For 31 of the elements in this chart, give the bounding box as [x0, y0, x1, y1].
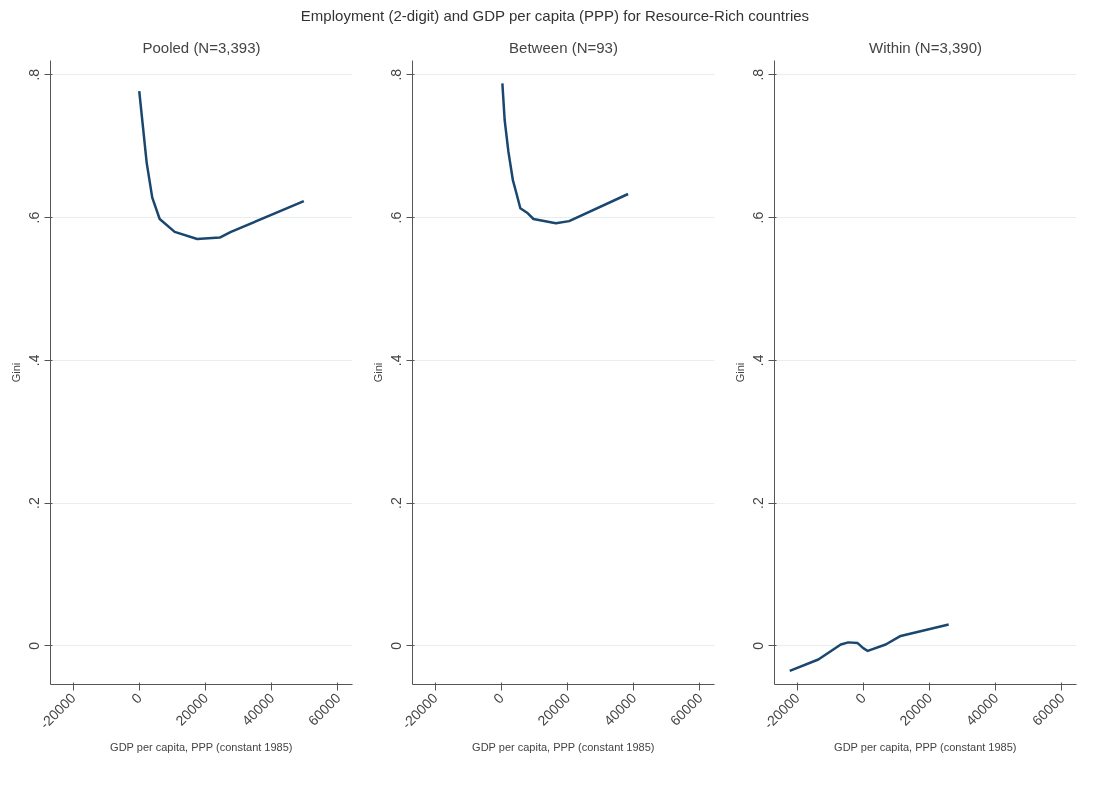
- chart-title: Within (N=3,390): [869, 38, 982, 56]
- x-axis-title: GDP per capita, PPP (constant 1985): [834, 741, 1017, 754]
- y-tick-label: .2: [388, 497, 405, 510]
- chart-title: Between (N=93): [509, 38, 618, 56]
- x-tick-label: 0: [490, 690, 508, 708]
- y-tick-label: .4: [388, 354, 405, 367]
- y-tick-label: .6: [750, 211, 767, 224]
- y-tick-label: .8: [26, 69, 43, 82]
- x-axis-title: GDP per capita, PPP (constant 1985): [472, 741, 655, 754]
- y-tick-label: 0: [388, 642, 405, 651]
- y-axis-title: Gini: [9, 363, 22, 383]
- y-tick-label: .2: [750, 497, 767, 510]
- y-tick-label: .2: [26, 497, 43, 510]
- text: Employment (2-digit) and GDP per capita (PPP) for Resource-Rich countries: [300, 6, 810, 26]
- y-axis-title: Gini: [371, 363, 384, 383]
- x-tick-label: 0: [128, 690, 146, 708]
- y-tick-label: .4: [750, 354, 767, 367]
- y-tick-label: .8: [388, 69, 405, 82]
- y-tick-label: .8: [750, 69, 767, 82]
- y-tick-label: 0: [750, 642, 767, 651]
- x-tick-label: 0: [852, 690, 870, 708]
- y-tick-label: .6: [26, 211, 43, 224]
- chart-title: Pooled (N=3,393): [142, 38, 261, 56]
- y-tick-label: .4: [26, 354, 43, 367]
- y-tick-label: .6: [388, 211, 405, 224]
- x-axis-title: GDP per capita, PPP (constant 1985): [110, 741, 293, 754]
- y-axis-title: Gini: [733, 363, 746, 383]
- line-series: [788, 623, 950, 673]
- y-tick-label: 0: [26, 642, 43, 651]
- line-series: [501, 82, 630, 225]
- line-series: [138, 90, 306, 241]
